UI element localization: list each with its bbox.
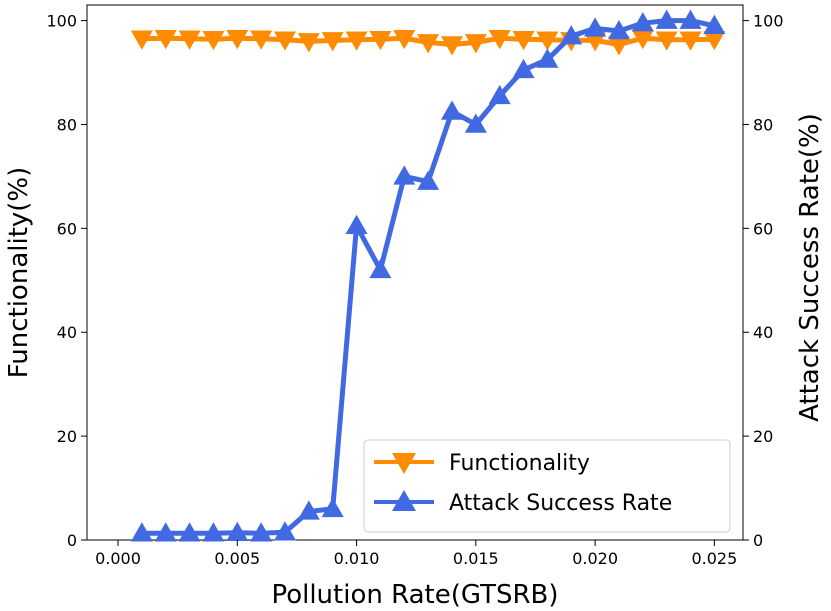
data-point-functionality <box>464 34 487 54</box>
y-axis-left-label: Functionality(%) <box>4 167 34 379</box>
data-point-attack-success-rate <box>417 170 440 190</box>
x-tick-label: 0.025 <box>691 549 737 568</box>
y-right-tick-label: 40 <box>753 323 773 342</box>
data-point-attack-success-rate <box>464 113 487 133</box>
data-point-attack-success-rate <box>536 48 559 68</box>
data-point-attack-success-rate <box>631 12 654 32</box>
data-point-attack-success-rate <box>250 522 273 542</box>
legend-entry-functionality: Functionality <box>374 451 590 476</box>
series-layer <box>130 9 726 542</box>
data-point-attack-success-rate <box>154 522 177 542</box>
data-point-functionality <box>607 36 630 56</box>
data-point-attack-success-rate <box>273 521 296 541</box>
y-left-tick-label: 60 <box>57 219 77 238</box>
data-point-attack-success-rate <box>679 9 702 29</box>
data-point-attack-success-rate <box>178 522 201 542</box>
data-point-attack-success-rate <box>393 165 416 185</box>
data-point-functionality <box>226 29 249 50</box>
y-right-tick-label: 60 <box>753 219 773 238</box>
data-point-attack-success-rate <box>297 500 320 520</box>
data-point-functionality <box>154 29 177 50</box>
data-point-attack-success-rate <box>440 100 463 120</box>
data-point-functionality <box>345 31 368 51</box>
data-point-functionality <box>440 36 463 56</box>
legend-label-attack-success-rate: Attack Success Rate <box>449 491 672 516</box>
data-point-attack-success-rate <box>345 214 368 235</box>
data-point-attack-success-rate <box>130 522 153 542</box>
data-point-functionality <box>655 31 678 51</box>
data-point-functionality <box>273 31 296 51</box>
y-axis-right-label: Attack Success Rate(%) <box>795 113 825 422</box>
data-point-attack-success-rate <box>321 497 344 518</box>
y-right-tick-label: 0 <box>753 531 763 550</box>
data-point-attack-success-rate <box>584 17 607 37</box>
legend-marker-attack-success-rate <box>392 490 416 511</box>
y-left-tick-label: 40 <box>57 323 77 342</box>
y-left-tick-label: 100 <box>46 12 77 31</box>
x-tick-label: 0.000 <box>95 549 141 568</box>
x-tick-label: 0.015 <box>453 549 499 568</box>
data-point-attack-success-rate <box>488 84 511 105</box>
legend-label-functionality: Functionality <box>449 451 590 476</box>
data-point-functionality <box>202 31 225 51</box>
x-tick-label: 0.005 <box>214 549 260 568</box>
data-point-functionality <box>130 30 153 50</box>
y-right-tick-label: 100 <box>753 12 784 31</box>
y-right-tick-label: 80 <box>753 115 773 134</box>
data-point-attack-success-rate <box>512 58 535 79</box>
x-tick-label: 0.010 <box>334 549 380 568</box>
data-point-attack-success-rate <box>369 258 392 279</box>
data-point-attack-success-rate <box>560 25 583 45</box>
data-point-functionality <box>178 30 201 50</box>
y-left-tick-label: 0 <box>67 531 77 550</box>
data-point-functionality <box>536 31 559 51</box>
y-left-tick-label: 20 <box>57 427 77 446</box>
data-point-functionality <box>584 32 607 52</box>
data-point-attack-success-rate <box>226 521 249 541</box>
data-point-attack-success-rate <box>202 522 225 542</box>
data-point-functionality <box>631 29 654 50</box>
y-right-tick-label: 20 <box>753 427 773 446</box>
legend-box <box>363 439 731 533</box>
data-point-functionality <box>393 29 416 50</box>
data-point-functionality <box>417 34 440 54</box>
data-point-functionality <box>703 31 726 51</box>
data-point-functionality <box>679 31 702 51</box>
x-axis-label: Pollution Rate(GTSRB) <box>271 580 558 610</box>
legend: Functionality Attack Success Rate <box>363 439 731 533</box>
plot-frame <box>86 4 744 541</box>
data-point-functionality <box>297 33 320 53</box>
legend-marker-functionality <box>392 453 416 474</box>
data-point-attack-success-rate <box>607 19 630 40</box>
data-point-functionality <box>250 30 273 50</box>
data-point-functionality <box>488 29 511 50</box>
legend-entry-attack-success-rate: Attack Success Rate <box>374 490 672 516</box>
x-tick-label: 0.020 <box>572 549 618 568</box>
data-point-attack-success-rate <box>655 9 678 29</box>
data-point-functionality <box>512 31 535 51</box>
data-point-attack-success-rate <box>703 14 726 35</box>
data-point-functionality <box>369 31 392 51</box>
data-point-functionality <box>321 32 344 52</box>
ticks-layer: 0.000 0.005 0.010 0.015 0.020 0.025 0 0 20 20 40 40… <box>46 12 783 568</box>
y-left-tick-label: 80 <box>57 115 77 134</box>
